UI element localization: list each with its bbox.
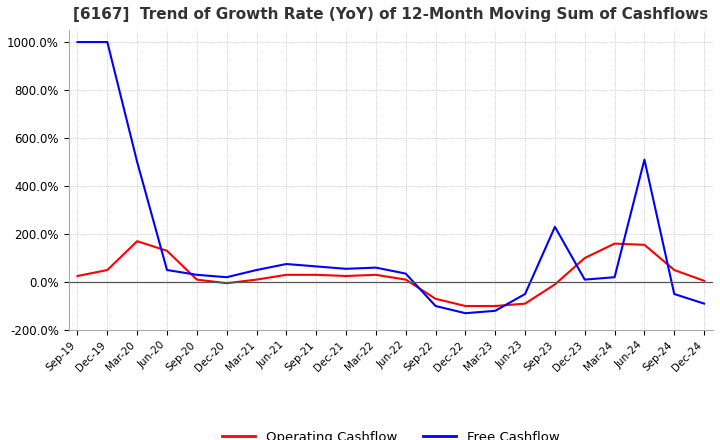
Operating Cashflow: [103, 268, 112, 273]
Operating Cashflow: [282, 272, 291, 278]
Free Cashflow: [401, 271, 410, 276]
Operating Cashflow: [222, 281, 231, 286]
Operating Cashflow: [580, 255, 589, 260]
Free Cashflow: [133, 159, 142, 165]
Operating Cashflow: [73, 273, 82, 279]
Operating Cashflow: [431, 296, 440, 301]
Operating Cashflow: [640, 242, 649, 247]
Operating Cashflow: [312, 272, 320, 278]
Operating Cashflow: [551, 282, 559, 287]
Free Cashflow: [551, 224, 559, 229]
Free Cashflow: [700, 301, 708, 306]
Operating Cashflow: [491, 303, 500, 308]
Free Cashflow: [252, 268, 261, 273]
Legend: Operating Cashflow, Free Cashflow: Operating Cashflow, Free Cashflow: [217, 426, 565, 440]
Operating Cashflow: [461, 303, 469, 308]
Free Cashflow: [372, 265, 380, 270]
Free Cashflow: [312, 264, 320, 269]
Line: Free Cashflow: Free Cashflow: [78, 42, 704, 313]
Title: [6167]  Trend of Growth Rate (YoY) of 12-Month Moving Sum of Cashflows: [6167] Trend of Growth Rate (YoY) of 12-…: [73, 7, 708, 22]
Free Cashflow: [163, 268, 171, 273]
Free Cashflow: [73, 40, 82, 45]
Operating Cashflow: [163, 248, 171, 253]
Operating Cashflow: [342, 273, 351, 279]
Free Cashflow: [222, 275, 231, 280]
Free Cashflow: [103, 40, 112, 45]
Free Cashflow: [611, 275, 619, 280]
Free Cashflow: [192, 272, 201, 278]
Operating Cashflow: [611, 241, 619, 246]
Operating Cashflow: [521, 301, 529, 306]
Operating Cashflow: [372, 272, 380, 278]
Free Cashflow: [640, 157, 649, 162]
Operating Cashflow: [700, 278, 708, 283]
Operating Cashflow: [670, 268, 678, 273]
Free Cashflow: [580, 277, 589, 282]
Free Cashflow: [491, 308, 500, 313]
Free Cashflow: [342, 266, 351, 271]
Operating Cashflow: [252, 277, 261, 282]
Operating Cashflow: [401, 277, 410, 282]
Free Cashflow: [521, 291, 529, 297]
Operating Cashflow: [192, 277, 201, 282]
Line: Operating Cashflow: Operating Cashflow: [78, 241, 704, 306]
Free Cashflow: [282, 261, 291, 267]
Free Cashflow: [670, 291, 678, 297]
Free Cashflow: [461, 311, 469, 316]
Free Cashflow: [431, 303, 440, 308]
Operating Cashflow: [133, 238, 142, 244]
